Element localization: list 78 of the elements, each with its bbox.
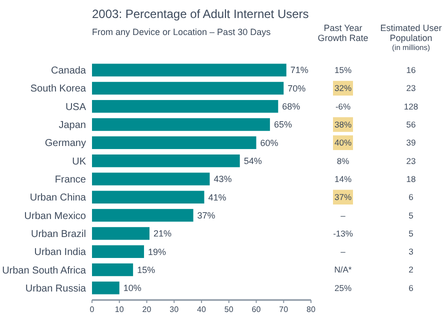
text: Past Year Growth Rate bbox=[318, 23, 368, 43]
data-label: 60% bbox=[260, 138, 278, 148]
data-label: 39 bbox=[406, 138, 416, 148]
data-label: -6% bbox=[335, 101, 351, 112]
data-label: 41% bbox=[208, 192, 226, 202]
bar bbox=[92, 227, 150, 240]
data-label: 10% bbox=[123, 283, 142, 294]
data-label: 70% bbox=[288, 83, 306, 94]
data-label: 15% bbox=[137, 264, 156, 275]
x-tick-label: 0 bbox=[90, 305, 95, 314]
y-tick-label: Urban Brazil bbox=[30, 228, 86, 240]
data-label: 15% bbox=[334, 65, 352, 76]
data-label: 18 bbox=[406, 174, 416, 184]
y-tick-label: South Korea bbox=[30, 84, 86, 95]
data-label: 65% bbox=[274, 120, 292, 130]
y-tick-label: France bbox=[54, 174, 86, 186]
data-label: 43% bbox=[214, 174, 232, 184]
bar bbox=[92, 100, 278, 113]
data-label: 6 bbox=[408, 192, 414, 202]
data-label: 40% bbox=[334, 138, 352, 148]
data-label: 32% bbox=[334, 83, 352, 94]
bar bbox=[92, 154, 240, 168]
bar bbox=[92, 245, 144, 258]
bar bbox=[92, 172, 210, 186]
data-label: 3 bbox=[408, 246, 414, 257]
bar bbox=[92, 263, 134, 276]
data-label: 56 bbox=[406, 120, 416, 130]
data-label: 2 bbox=[408, 264, 414, 275]
bar bbox=[92, 208, 194, 222]
data-label: 25% bbox=[334, 282, 352, 293]
data-label: 54% bbox=[244, 156, 262, 166]
x-tick-label: 20 bbox=[142, 305, 152, 314]
y-tick-label: Japan bbox=[58, 120, 86, 132]
data-label: 6 bbox=[408, 282, 414, 293]
x-tick-label: 50 bbox=[224, 305, 234, 314]
data-label: 71% bbox=[290, 65, 308, 76]
data-label: 37% bbox=[334, 192, 352, 202]
chart-subtitle: From any Device or Location – Past 30 Days bbox=[92, 27, 272, 37]
data-label: 14% bbox=[334, 174, 352, 184]
bar bbox=[92, 118, 270, 131]
bar bbox=[92, 136, 256, 150]
x-tick-label: 40 bbox=[197, 305, 206, 314]
y-tick-label: Urban Russia bbox=[25, 283, 86, 294]
data-label: 16 bbox=[406, 65, 416, 76]
data-label: 38% bbox=[334, 120, 352, 130]
y-tick-label: Canada bbox=[50, 66, 86, 77]
text: Estimated User Population bbox=[380, 23, 442, 43]
y-tick-label: USA bbox=[65, 102, 86, 113]
data-label: 37% bbox=[197, 210, 216, 220]
data-label: 68% bbox=[282, 102, 300, 112]
data-label: 128 bbox=[404, 101, 418, 112]
x-tick-label: 70 bbox=[279, 305, 289, 314]
x-tick-label: 10 bbox=[114, 305, 124, 314]
x-tick-label: 60 bbox=[252, 305, 262, 314]
data-label: 23 bbox=[406, 83, 416, 94]
data-label: 8% bbox=[336, 156, 350, 166]
y-tick-label: Urban China bbox=[30, 192, 86, 204]
y-tick-label: Urban Mexico bbox=[24, 210, 86, 222]
y-tick-label: Urban South Africa bbox=[2, 265, 86, 276]
bar bbox=[92, 190, 204, 204]
data-label: 5 bbox=[408, 228, 414, 238]
data-label: 19% bbox=[148, 246, 166, 257]
data-label: – bbox=[340, 246, 346, 257]
data-label: 21% bbox=[153, 228, 172, 239]
y-tick-label: Germany bbox=[44, 138, 86, 150]
bar bbox=[92, 282, 120, 294]
y-tick-label: Urban India bbox=[34, 247, 86, 258]
x-tick-label: 30 bbox=[170, 305, 180, 314]
y-tick-label: UK bbox=[72, 156, 86, 168]
bar bbox=[92, 64, 286, 76]
data-label: – bbox=[340, 210, 346, 220]
chart-title: 2003: Percentage of Adult Internet Users bbox=[92, 7, 309, 21]
bar bbox=[92, 82, 284, 95]
data-label: -13% bbox=[333, 228, 354, 238]
data-label: N/A* bbox=[334, 264, 352, 275]
x-tick-label: 80 bbox=[306, 305, 316, 314]
data-label: 23 bbox=[406, 156, 416, 166]
data-label: 5 bbox=[408, 210, 414, 220]
